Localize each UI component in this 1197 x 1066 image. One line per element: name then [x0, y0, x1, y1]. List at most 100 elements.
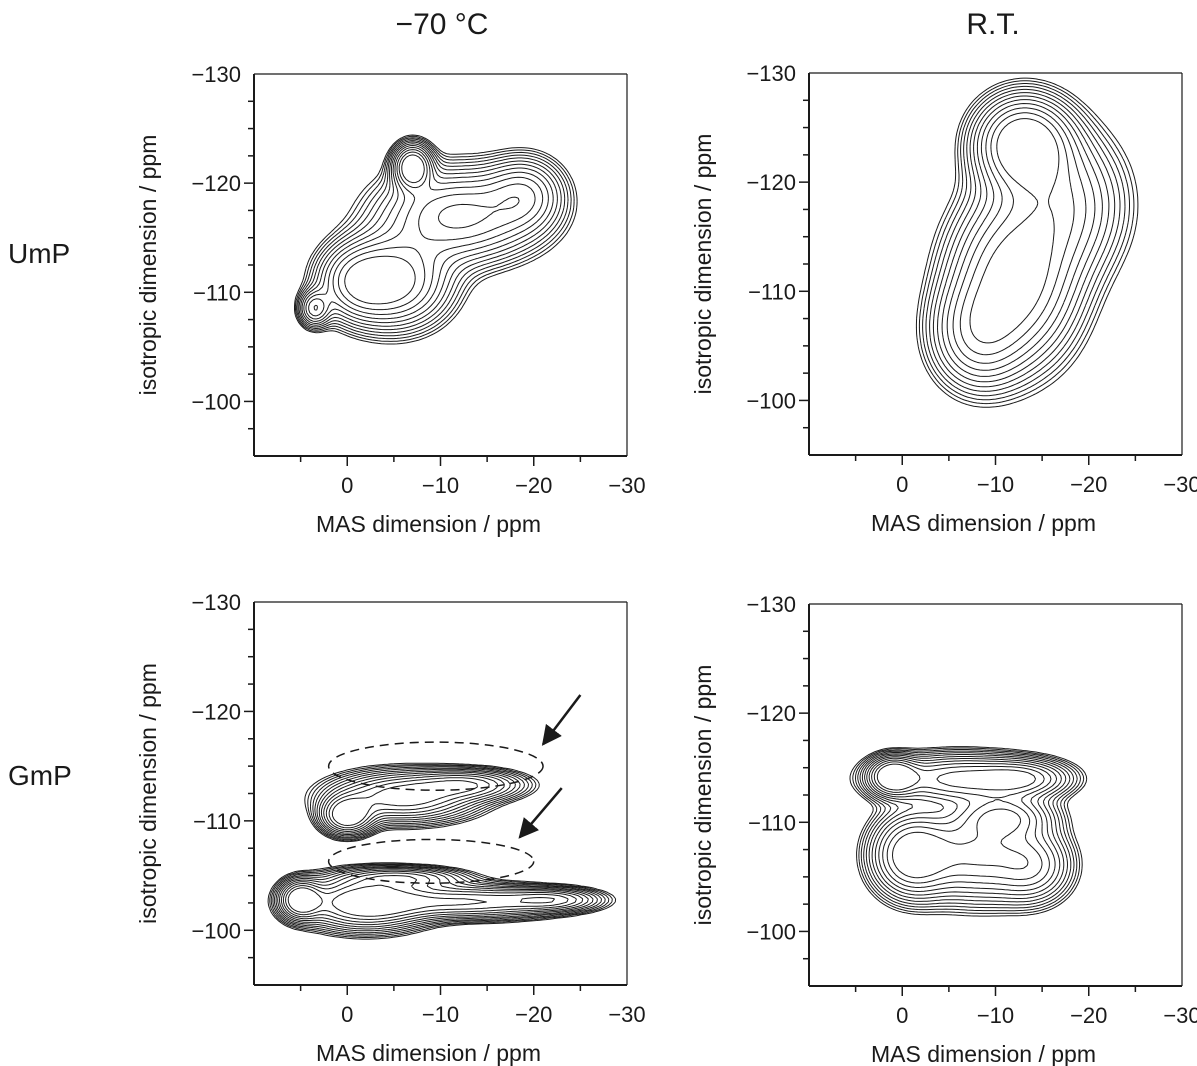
y-tick-label: −130 [191, 62, 241, 87]
y-tick-label: −120 [746, 701, 796, 726]
contour-level [277, 770, 594, 930]
contour-level [298, 140, 566, 334]
y-tick-label: −120 [746, 170, 796, 195]
highlight-ellipse [327, 838, 535, 884]
y-tick-label: −100 [191, 389, 241, 414]
contour-level [294, 134, 578, 345]
row-label-gmp: GmP [8, 760, 72, 791]
y-axis-label: isotropic dimension / ppm [690, 665, 716, 926]
x-tick-label: −20 [1070, 472, 1107, 497]
plot-gmp-low-temp: 0 −10 −20 −30 −130 −120 −110 −100 MAS dimension … [135, 590, 646, 1066]
contour-level [275, 768, 598, 932]
contour-group [849, 746, 1088, 917]
x-tick-label: −20 [515, 1002, 552, 1027]
y-axis-label: isotropic dimension / ppm [135, 135, 161, 396]
contour-level [922, 83, 1130, 401]
plot-gmp-room-temp: 0 −10 −20 −30 −130 −120 −110 −100 MAS dimension … [690, 592, 1197, 1066]
contour-level [929, 88, 1121, 392]
contour-level [269, 764, 613, 938]
contour-level [285, 777, 569, 920]
contour-level [267, 762, 617, 940]
contour-level [868, 757, 1058, 892]
contour-group [294, 134, 578, 345]
x-tick-label: −30 [608, 473, 645, 498]
y-tick-label: −120 [191, 171, 241, 196]
arrow [518, 787, 563, 839]
plot-ump-room-temp: 0 −10 −20 −30 −130 −120 −110 −100 MAS dimension … [690, 61, 1197, 536]
contour-level [918, 80, 1135, 405]
contour-level [313, 151, 536, 311]
plot-ump-low-temp: 0 −10 −20 −30 −130 −120 −110 −100 MAS dimension … [135, 62, 646, 537]
x-tick-label: −20 [515, 473, 552, 498]
contour-level [915, 77, 1139, 408]
column-title-low-temp: −70 °C [395, 8, 489, 41]
y-tick-label: −110 [748, 279, 796, 304]
column-title-room-temp: R.T. [966, 8, 1020, 41]
y-axis-label: isotropic dimension / ppm [135, 663, 161, 924]
contour-level [296, 137, 572, 340]
x-tick-label: −20 [1070, 1003, 1107, 1028]
y-tick-label: −100 [746, 919, 796, 944]
x-tick-label: −10 [977, 1003, 1014, 1028]
contour-level [866, 756, 1062, 896]
contour-level [272, 766, 606, 935]
contour-level [859, 751, 1075, 906]
contour-level [305, 147, 549, 320]
contour-level [871, 759, 1052, 888]
y-tick-label: −130 [191, 590, 241, 615]
x-axis-label: MAS dimension / ppm [316, 1040, 541, 1066]
x-tick-label: −10 [977, 472, 1014, 497]
contour-level [300, 141, 562, 331]
row-label-ump: UmP [8, 238, 71, 269]
contour-level [279, 771, 589, 928]
contour-level [294, 135, 575, 342]
contour-level [301, 143, 558, 327]
contour-level [959, 112, 1075, 356]
y-tick-label: −100 [746, 388, 796, 413]
contour-group [915, 77, 1139, 408]
contour-level [946, 103, 1096, 371]
y-tick-label: −100 [191, 918, 241, 943]
contour-level [925, 85, 1126, 397]
y-tick-label: −110 [193, 809, 241, 834]
y-tick-label: −130 [746, 592, 796, 617]
contour-level [932, 92, 1116, 388]
y-tick-label: −110 [748, 810, 796, 835]
contour-level [855, 749, 1081, 912]
contour-level [969, 118, 1060, 344]
contour-level [937, 95, 1110, 383]
contour-level [941, 99, 1103, 377]
contour-level [857, 750, 1078, 909]
x-tick-label: −30 [608, 1002, 645, 1027]
x-tick-label: 0 [341, 1002, 353, 1027]
x-axis-label: MAS dimension / ppm [871, 1041, 1096, 1066]
contour-level [849, 746, 1088, 917]
contour-level [873, 761, 1045, 884]
x-tick-label: 0 [896, 1003, 908, 1028]
y-tick-label: −110 [193, 280, 241, 305]
contour-level [344, 154, 520, 305]
contour-level [876, 763, 1037, 879]
contour-level [282, 775, 577, 923]
contour-level [852, 747, 1085, 914]
x-tick-label: 0 [341, 473, 353, 498]
contour-group [267, 762, 617, 940]
x-tick-label: −30 [1163, 472, 1197, 497]
contour-level [273, 767, 602, 934]
contour-level [864, 754, 1067, 899]
y-axis-label: isotropic dimension / ppm [690, 134, 716, 395]
contour-level [952, 107, 1087, 364]
x-tick-label: 0 [896, 472, 908, 497]
contour-level [270, 765, 610, 937]
contour-level [280, 773, 584, 926]
contour-level [308, 149, 544, 317]
arrow [541, 694, 582, 746]
x-axis-label: MAS dimension / ppm [316, 511, 541, 537]
contour-level [297, 138, 569, 337]
x-axis-label: MAS dimension / ppm [871, 510, 1096, 536]
contour-level [303, 145, 554, 324]
contour-level [861, 753, 1071, 903]
x-tick-label: −10 [422, 473, 459, 498]
y-tick-label: −120 [191, 699, 241, 724]
